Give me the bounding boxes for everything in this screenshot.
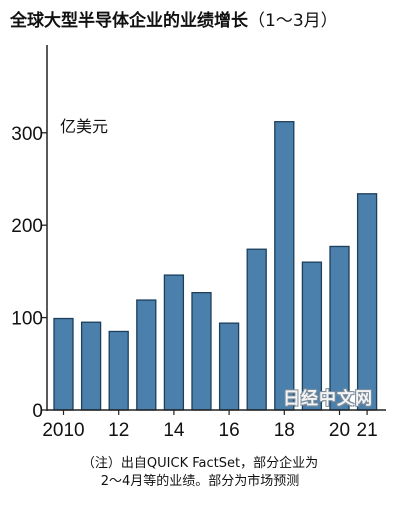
y-tick-label-0: 0 (32, 401, 43, 422)
bar-2015 (191, 291, 212, 411)
x-tick-label-2018: 18 (274, 420, 295, 441)
chart-axes: 0 100 200 300 2010 12 14 16 18 20 21 (11, 45, 386, 441)
x-tick-label-2010: 2010 (42, 420, 84, 441)
bar-series (53, 121, 378, 411)
y-tick-label-100: 100 (11, 309, 43, 330)
bar-2017 (246, 248, 267, 411)
y-tick-label-300: 300 (11, 124, 43, 145)
bar-2018 (274, 121, 295, 411)
bar-2014 (163, 274, 185, 411)
x-tick-label-2020: 20 (329, 420, 350, 441)
footnote-line-2: 2～4月等的业绩。部分为市场预测 (100, 474, 300, 489)
bar-2013 (136, 299, 157, 411)
bar-2010 (53, 317, 74, 411)
footnote-line-1: （注）出自QUICK FactSet，部分企业为 (81, 456, 319, 471)
bar-2016 (218, 322, 240, 411)
x-tick-label-2016: 16 (219, 420, 240, 441)
x-tick-label-2014: 14 (163, 420, 185, 441)
bar-2021 (356, 193, 378, 411)
y-tick-label-200: 200 (11, 216, 43, 237)
watermark-logo: 日经中文网 (283, 389, 373, 409)
chart-title-period: （1～3月） (248, 11, 338, 31)
chart-title-main: 全球大型半导体企业的业绩增长 (10, 11, 248, 31)
x-tick-label-2012: 12 (108, 420, 129, 441)
chart-title: 全球大型半导体企业的业绩增长（1～3月） (10, 6, 338, 31)
bar-2012 (108, 330, 129, 411)
footnote: （注）出自QUICK FactSet，部分企业为 2～4月等的业绩。部分为市场预… (0, 455, 400, 491)
y-unit-label: 亿美元 (60, 117, 108, 136)
bar-2011 (80, 321, 102, 411)
x-tick-label-2021: 21 (357, 420, 378, 441)
